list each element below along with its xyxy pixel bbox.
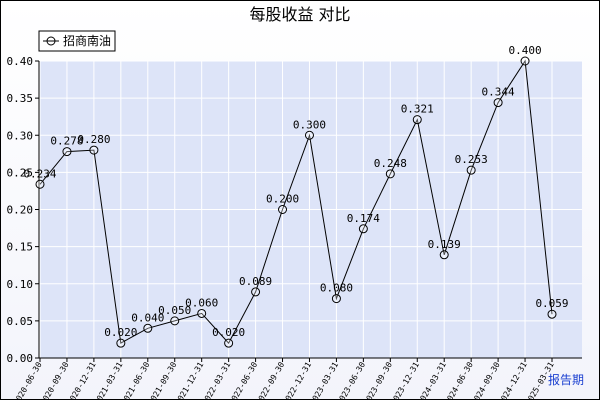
legend: 招商南油 [38, 30, 116, 52]
data-point [197, 308, 207, 318]
data-point [439, 250, 449, 260]
data-label: 0.321 [401, 103, 434, 116]
x-tick-label: 2023-03-31 [308, 360, 340, 400]
x-tick-label: 2020-12-31 [66, 360, 98, 400]
data-label: 0.400 [508, 44, 541, 57]
series-line [39, 59, 553, 344]
data-point [547, 309, 557, 319]
x-tick-label: 2024-06-30 [443, 360, 475, 400]
legend-label: 招商南油 [63, 33, 111, 48]
data-point [35, 179, 45, 189]
data-point [251, 287, 261, 297]
y-tick-label: 0.30 [7, 129, 34, 142]
y-tick-label: 0.15 [7, 241, 34, 254]
data-label: 0.344 [482, 86, 515, 99]
y-tick-label: 0.20 [7, 204, 34, 217]
data-label: 0.080 [320, 282, 353, 295]
data-point [143, 323, 153, 333]
data-point [520, 56, 530, 66]
grid-lines [39, 60, 582, 358]
data-points [35, 56, 557, 348]
x-tick-label: 2021-06-30 [120, 360, 152, 400]
y-tick-label: 0.10 [7, 278, 34, 291]
data-label: 0.278 [50, 135, 83, 148]
y-tick-label: 0.40 [7, 55, 34, 68]
data-point [466, 165, 476, 175]
data-label: 0.139 [428, 238, 461, 251]
x-axis-ticks: 2020-06-302020-09-302020-12-312021-03-31… [12, 358, 556, 400]
x-tick-label: 2024-12-31 [497, 360, 529, 400]
data-label: 0.248 [374, 157, 407, 170]
data-point [358, 224, 368, 234]
x-tick-label: 2022-06-30 [227, 360, 259, 400]
y-tick-label: 0.00 [7, 352, 34, 365]
x-tick-label: 2023-12-31 [389, 360, 421, 400]
series-line-path [39, 59, 553, 344]
data-point [331, 294, 341, 304]
data-label: 0.234 [23, 167, 56, 180]
data-label: 0.300 [293, 118, 326, 131]
data-label: 0.020 [104, 326, 137, 339]
data-label: 0.174 [347, 212, 380, 225]
data-label: 0.089 [239, 275, 272, 288]
data-point [385, 169, 395, 179]
legend-box [38, 30, 116, 52]
data-label: 0.200 [266, 193, 299, 206]
data-point [89, 145, 99, 155]
y-tick-label: 0.05 [7, 315, 34, 328]
x-tick-label: 2024-03-31 [416, 360, 448, 400]
x-tick-label: 2022-12-31 [281, 360, 313, 400]
x-tick-label: 2022-03-31 [200, 360, 232, 400]
y-tick-label: 0.35 [7, 92, 34, 105]
data-point [170, 316, 180, 326]
data-label: 0.060 [185, 296, 218, 309]
data-label: 0.059 [535, 297, 568, 310]
data-point [304, 130, 314, 140]
data-label: 0.020 [212, 326, 245, 339]
chart-title: 每股收益 对比 [249, 5, 350, 24]
legend-marker-icon [46, 36, 56, 46]
x-tick-label: 2021-12-31 [174, 360, 206, 400]
x-tick-label: 2021-03-31 [93, 360, 125, 400]
data-label: 0.253 [455, 153, 488, 166]
x-tick-label: 2021-09-30 [147, 360, 179, 400]
x-tick-label: 2020-06-30 [12, 360, 44, 400]
x-tick-label: 2022-09-30 [254, 360, 286, 400]
x-tick-label: 2023-06-30 [335, 360, 367, 400]
data-point [116, 338, 126, 348]
data-label: 0.040 [131, 311, 164, 324]
data-point [224, 338, 234, 348]
y-axis-ticks: 0.00 0.05 0.10 0.15 0.20 0.25 0.30 0.35 0.40 [7, 55, 39, 365]
data-label: 0.050 [158, 304, 191, 317]
data-point [278, 205, 288, 214]
data-label: 0.280 [77, 133, 110, 146]
x-axis-label: 报告期 [548, 372, 584, 387]
x-tick-label: 2023-09-30 [362, 360, 394, 400]
data-point [412, 115, 422, 125]
data-point [493, 98, 503, 108]
x-tick-label: 2024-09-30 [470, 360, 502, 400]
x-tick-label: 2020-09-30 [39, 360, 71, 400]
data-point [62, 147, 72, 157]
y-tick-label: 0.25 [7, 166, 34, 179]
